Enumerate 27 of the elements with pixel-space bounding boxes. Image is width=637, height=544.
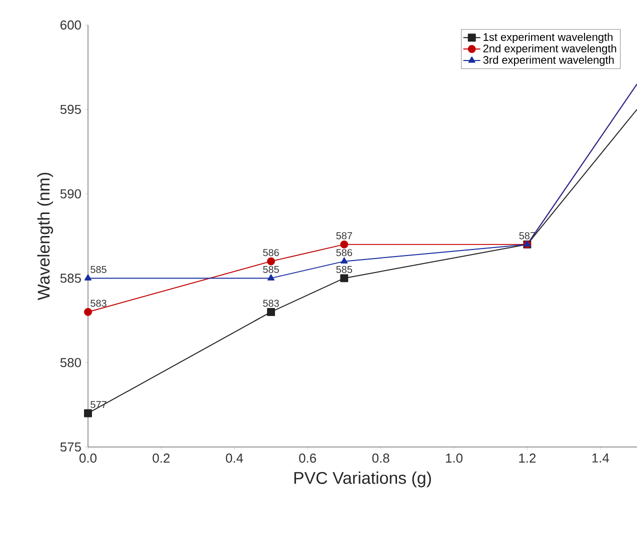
legend-label: 3rd experiment wavelength [483, 56, 614, 66]
x-tick-label: 0.6 [299, 454, 316, 463]
legend-label: 1st experiment wavelength [484, 32, 612, 44]
x-tick-label: 1.4 [592, 454, 610, 462]
data-label: 585 [263, 266, 279, 274]
x-axis-title: PVC Variations (g) [294, 472, 431, 488]
x-tick-label: 0.8 [372, 454, 390, 463]
x-tick-label: 1.0 [446, 454, 463, 463]
y-tick-label: 595 [60, 104, 81, 114]
data-label: 585 [336, 266, 352, 274]
data-label: 586 [336, 249, 352, 256]
data-label: 587 [336, 232, 352, 240]
y-axis-title: Wavelength (nm) [37, 172, 54, 300]
y-tick-label: 585 [60, 274, 81, 283]
x-tick-label: 0.2 [152, 454, 170, 463]
data-label: 583 [263, 300, 279, 307]
y-tick-label: 590 [60, 189, 81, 198]
y-tick-label: 575 [60, 442, 81, 452]
y-tick-label: 580 [60, 358, 81, 368]
x-tick-label: 0.4 [226, 454, 244, 463]
y-tick-label: 600 [60, 20, 81, 30]
x-tick-label: 0.0 [80, 454, 97, 463]
legend-label: 2nd experiment wavelength [483, 44, 616, 55]
data-label: 585 [90, 266, 106, 274]
data-label: 583 [90, 300, 106, 307]
data-label: 586 [263, 249, 279, 256]
x-tick-label: 1.2 [519, 454, 536, 463]
